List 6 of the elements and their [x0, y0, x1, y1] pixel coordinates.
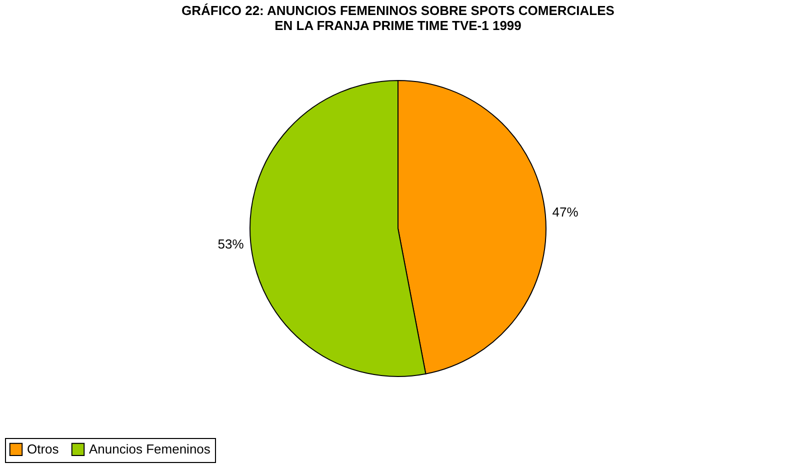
data-label: 47%	[552, 204, 579, 220]
text: EN LA FRANJA PRIME TIME TVE-1 1999	[274, 18, 522, 33]
data-label: 53%	[218, 236, 244, 252]
legend-label: Otros	[27, 441, 60, 456]
text: GRÁFICO 22: ANUNCIOS FEMENINOS SOBRE SPOTS COMERCIALES	[182, 3, 614, 18]
legend-label: Anuncios Femeninos	[89, 441, 211, 456]
